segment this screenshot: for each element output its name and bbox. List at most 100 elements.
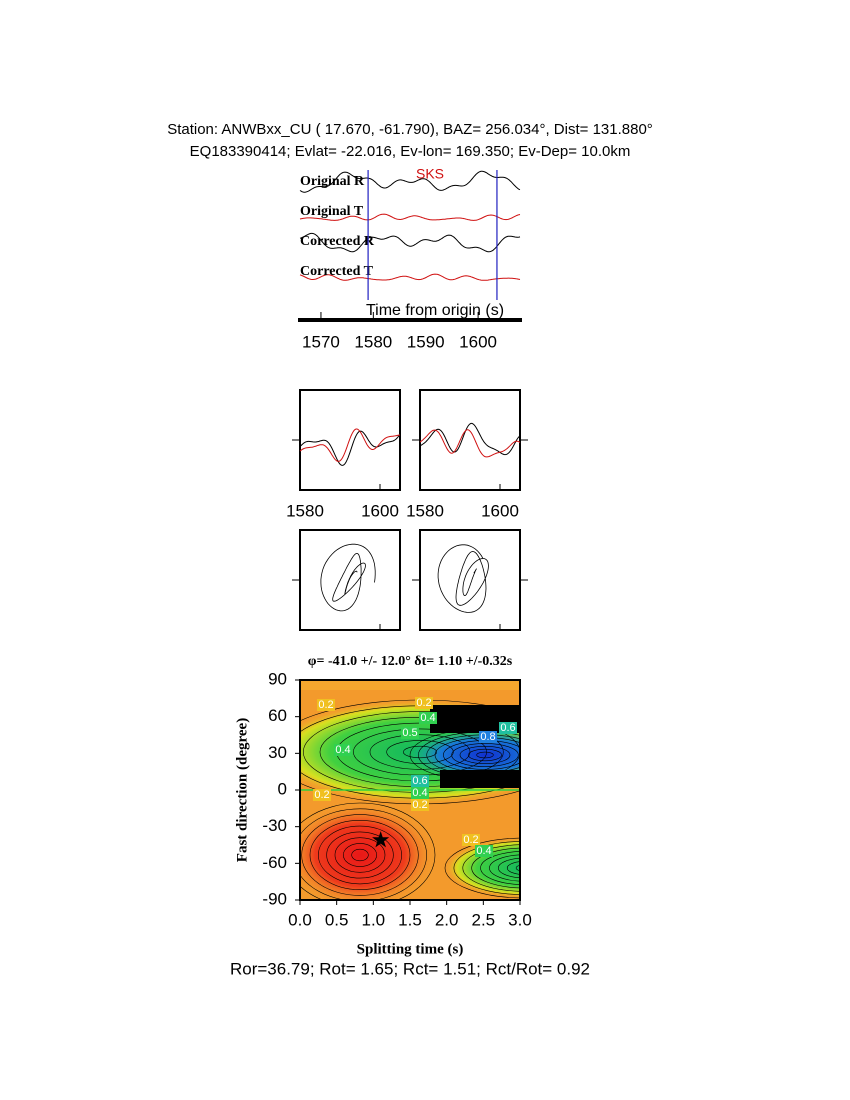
contour-label-bg [462,834,480,846]
contour-line [468,748,502,762]
trace-label: Corrected T [300,264,374,279]
y-tick-label: -60 [262,853,287,872]
x-tick-label: 2.0 [435,910,459,929]
contour-line [471,847,520,889]
trace-label: Original R [300,174,365,189]
contour-line [318,825,402,885]
waveform [299,213,521,221]
contour-line [489,854,520,882]
contour-line [343,843,377,867]
waveform [419,429,521,458]
waveform [419,422,521,456]
contour-label: 0.8 [480,731,495,743]
contour-label-bg [419,712,437,724]
contour-label: 0.2 [314,789,329,801]
x-tick-label: 1.0 [362,910,386,929]
x-tick-label: 1580 [354,332,392,351]
waveform [299,232,521,253]
contour-line [459,746,511,764]
y-tick-label: 0 [278,779,287,798]
contour-line [309,820,411,890]
contour-line [498,857,520,879]
y-axis-label: Fast direction (degree) [234,718,250,862]
contour-label-bg [411,799,429,811]
contour-label-bg [334,744,352,756]
x-tick-label: 0.5 [325,910,349,929]
contour-label: 0.4 [335,744,350,756]
x-tick-label: 0.0 [288,910,312,929]
x-tick-label: 1580 [406,501,444,520]
y-tick-label: 60 [268,706,287,725]
contour-line [300,802,436,900]
panel-ticks [292,439,528,581]
contour-label-bg [475,845,493,857]
contour-label-bg [411,787,429,799]
panel-frame [299,389,401,491]
contour-line [480,851,520,885]
x-tick-label: 3.0 [508,910,532,929]
contour-line [301,814,419,896]
contour-line [334,837,386,873]
contour-line [386,740,454,764]
contour-line [369,734,471,770]
waveform [299,430,401,466]
x-tick-label: 1590 [407,332,445,351]
contour-line [462,844,520,892]
contour-line [351,848,369,862]
contour-line [506,861,520,875]
waveform [299,170,521,193]
contour-label-bg [479,731,497,743]
y-tick-label: -90 [262,889,287,908]
y-tick-label: 90 [268,669,287,688]
x-tick-label: 1600 [459,332,497,351]
contour-line [444,837,520,899]
contour-label-bg [317,699,335,711]
contour-label: 0.6 [500,722,515,734]
x-tick-label: 2.5 [472,910,496,929]
x-axis-label: Time from origin (s) [366,302,504,319]
contour-line [300,808,427,900]
contour-label: 0.4 [476,845,491,857]
contour-line [409,728,520,782]
contour-label: 0.4 [412,787,427,799]
contour-label: 0.2 [416,697,431,709]
x-axis-label: Splitting time (s) [357,941,464,957]
contour-label-bg [499,722,517,734]
trace-label: Corrected R [300,234,375,249]
contour-label-bg [415,697,433,709]
waveform [299,273,521,281]
y-tick-label: -30 [262,816,287,835]
contour-label: 0.2 [412,799,427,811]
trace-label: Original T [300,204,364,219]
plot-title: φ= -41.0 +/- 12.0° δt= 1.10 +/-0.32s [308,654,513,669]
panel-frame [299,529,401,631]
x-tick-label: 1600 [361,501,399,520]
particle-motion [437,544,489,613]
footer-stats: Ror=36.79; Rot= 1.65; Rct= 1.51; Rct/Rot… [230,959,590,978]
y-tick-label: 30 [268,743,287,762]
panel-frame [419,529,521,631]
x-tick-label: 1580 [286,501,324,520]
contour-line [515,864,520,872]
header-line: EQ183390414; Evlat= -22.016, Ev-lon= 169… [190,143,631,160]
contour-label: 0.4 [420,712,435,724]
contour-line [403,745,437,759]
contour-line [451,743,519,767]
panel-frame [419,389,521,491]
contour-label: 0.6 [412,775,427,787]
x-tick-label: 1570 [302,332,340,351]
best-fit-star [372,831,390,848]
contour-label-bg [411,775,429,787]
header-line: Station: ANWBxx_CU ( 17.670, -61.790), B… [167,121,653,138]
contour-line [476,751,494,759]
contour-label: 0.2 [463,834,478,846]
contour-line [453,841,520,895]
phase-label: SKS [416,166,444,182]
x-tick-label: 1600 [481,501,519,520]
contour-label-bg [313,789,331,801]
x-tick-label: 1.5 [398,910,422,929]
contour-label-bg [401,727,419,739]
particle-motion [320,543,376,612]
contour-label: 0.2 [318,699,333,711]
